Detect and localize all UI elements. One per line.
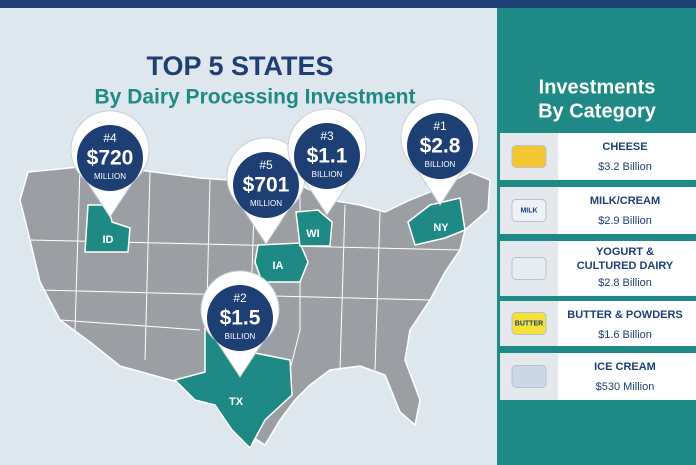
state-label: IA (273, 260, 284, 272)
pin-unit: BILLION (225, 332, 256, 341)
state-label: WI (306, 228, 319, 240)
icon-label: BUTTER (515, 320, 543, 327)
pin-circle (207, 285, 273, 351)
title: TOP 5 STATES (146, 51, 333, 81)
category-amount: $3.2 Billion (598, 161, 652, 173)
pin-rank: #1 (433, 119, 447, 133)
category-name: MILK/CREAM (590, 195, 660, 207)
pin-unit: BILLION (312, 170, 343, 179)
category-name: YOGURT & (596, 246, 654, 258)
pin-amount: $2.8 (420, 135, 461, 158)
top-bar (0, 0, 696, 8)
state-label: TX (229, 396, 244, 408)
category-name: BUTTER & POWDERS (567, 309, 683, 321)
pin-circle (77, 125, 143, 191)
category-amount: $1.6 Billion (598, 329, 652, 341)
pin-circle (294, 123, 360, 189)
pin-unit: BILLION (425, 160, 456, 169)
subtitle: By Dairy Processing Investment (95, 86, 416, 109)
pin-rank: #2 (233, 291, 247, 305)
category-name: ICE CREAM (594, 361, 656, 373)
sidebar-title: By Category (538, 100, 657, 122)
pin-amount: $701 (243, 174, 290, 197)
state-label: ID (103, 234, 114, 246)
pin-rank: #3 (320, 129, 334, 143)
icon (511, 365, 547, 388)
category-amount: $2.9 Billion (598, 215, 652, 227)
pin-unit: MILLION (250, 199, 282, 208)
icon (511, 312, 547, 335)
category-name: CHEESE (602, 141, 647, 153)
category-name: CULTURED DAIRY (577, 260, 674, 272)
icon (511, 257, 547, 280)
pin-amount: $1.5 (220, 307, 261, 330)
pin-amount: $720 (87, 147, 134, 170)
sidebar-title: Investments (539, 76, 656, 98)
icon (511, 199, 547, 222)
category-amount: $530 Million (596, 381, 655, 393)
pin-unit: MILLION (94, 172, 126, 181)
pin-rank: #4 (103, 131, 117, 145)
icon (511, 145, 547, 168)
icon-label: MILK (520, 207, 537, 214)
pin-circle (233, 152, 299, 218)
highlighted-states (84, 197, 466, 450)
pin-circle (407, 113, 473, 179)
pin-amount: $1.1 (307, 145, 348, 168)
state-label: NY (433, 222, 449, 234)
pin-rank: #5 (259, 158, 273, 172)
category-amount: $2.8 Billion (598, 277, 652, 289)
